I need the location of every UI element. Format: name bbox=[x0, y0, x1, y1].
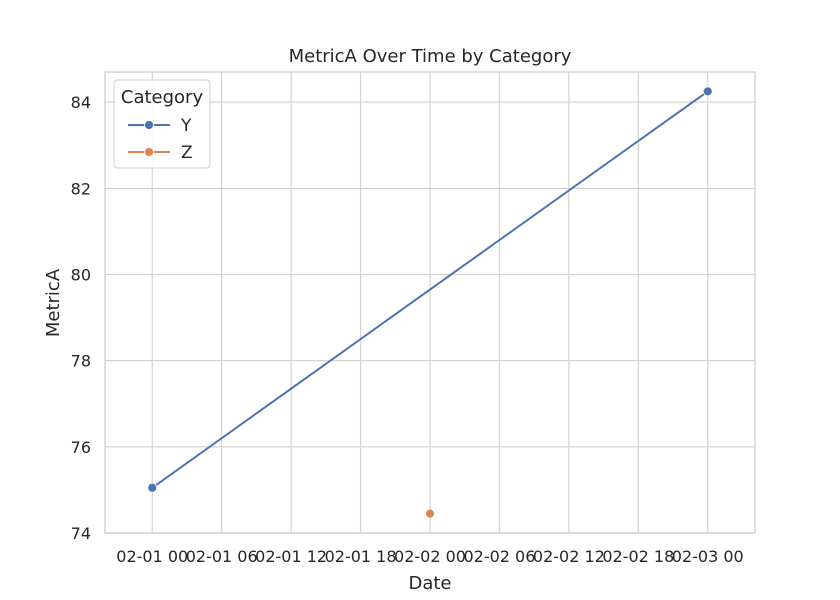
y-axis-label: MetricA bbox=[43, 268, 64, 337]
legend-marker-y bbox=[144, 120, 154, 130]
x-tick-label: 02-02 00 bbox=[394, 547, 466, 566]
series-layer bbox=[147, 86, 713, 519]
x-tick-label: 02-03 00 bbox=[672, 547, 744, 566]
data-point-y bbox=[702, 86, 713, 97]
y-tick-label: 74 bbox=[71, 524, 91, 543]
y-tick-label: 80 bbox=[71, 265, 91, 284]
x-tick-label: 02-02 06 bbox=[463, 547, 535, 566]
x-tick-label: 02-01 18 bbox=[325, 547, 397, 566]
x-tick-label: 02-02 18 bbox=[602, 547, 674, 566]
legend-marker-z bbox=[144, 147, 154, 157]
plot-frame bbox=[104, 71, 756, 534]
legend: Category YZ bbox=[113, 79, 211, 169]
x-axis-label: Date bbox=[408, 573, 451, 594]
y-tick-label: 78 bbox=[71, 352, 91, 371]
y-tick-label: 82 bbox=[71, 179, 91, 198]
data-point-z bbox=[425, 508, 435, 519]
x-tick-label: 02-01 06 bbox=[186, 547, 258, 566]
chart-title: MetricA Over Time by Category bbox=[289, 46, 572, 67]
y-tick-label: 84 bbox=[71, 93, 91, 112]
y-tick-label: 76 bbox=[71, 438, 91, 457]
legend-label-y: Y bbox=[180, 116, 192, 136]
x-tick-label: 02-02 12 bbox=[533, 547, 605, 566]
legend-title: Category bbox=[121, 87, 204, 108]
legend-label-z: Z bbox=[181, 143, 193, 163]
y-axis-ticks: 74 76 78 80 82 84 bbox=[71, 93, 91, 543]
data-point-y bbox=[147, 482, 158, 493]
x-tick-label: 02-01 00 bbox=[116, 547, 188, 566]
series-line-y bbox=[151, 90, 709, 489]
x-tick-label: 02-01 12 bbox=[255, 547, 327, 566]
